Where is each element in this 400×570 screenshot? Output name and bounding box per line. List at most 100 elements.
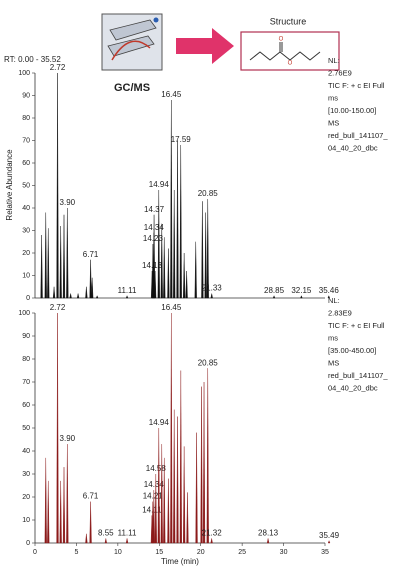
peak-label: 14.58 (146, 464, 167, 473)
peak (163, 237, 166, 299)
peak (204, 212, 207, 299)
peak (44, 457, 47, 544)
peak-label: 11.11 (118, 529, 137, 538)
peak (157, 189, 160, 299)
y-tick-label: 60 (22, 402, 30, 409)
peak-label: 14.21 (143, 492, 164, 501)
peak (66, 207, 69, 299)
peak (157, 427, 160, 544)
peak-label: 17.59 (171, 135, 192, 144)
x-tick-label: 30 (280, 549, 288, 556)
peak-label: 2.72 (50, 63, 66, 72)
peak (59, 225, 62, 299)
peak-label: 21.33 (202, 284, 223, 293)
y-tick-label: 100 (18, 310, 30, 317)
peak (210, 293, 213, 299)
peak (160, 444, 163, 544)
peak (179, 144, 182, 299)
peak (167, 478, 170, 544)
info-line: ms (328, 93, 338, 102)
info-line: 2.76E9 (328, 68, 352, 77)
peak-label: 28.13 (258, 529, 279, 538)
peak (69, 293, 72, 299)
peak (47, 480, 50, 544)
y-tick-label: 50 (22, 182, 30, 189)
x-tick-label: 0 (33, 549, 37, 556)
peak-label: 35.46 (319, 286, 340, 295)
info-line: ms (328, 333, 338, 342)
y-tick-label: 70 (22, 137, 30, 144)
instrument-icon (101, 13, 163, 71)
peak (206, 198, 209, 299)
peak (125, 295, 129, 299)
y-tick-label: 90 (22, 92, 30, 99)
peak (56, 72, 59, 299)
peak-label: 8.55 (98, 529, 114, 538)
info-line: 04_40_20_dbc (328, 143, 378, 152)
peak (272, 295, 276, 299)
y-tick-label: 30 (22, 471, 30, 478)
peak (152, 490, 155, 544)
peak (52, 286, 56, 299)
peak (154, 270, 157, 299)
peak-label: 21.32 (202, 529, 223, 538)
peak (206, 368, 209, 544)
peak (183, 252, 186, 299)
y-tick-label: 10 (22, 517, 30, 524)
y-tick-label: 40 (22, 205, 30, 212)
y-tick-label: 30 (22, 227, 30, 234)
info-line: NL: (328, 296, 340, 305)
peak-label: 14.37 (144, 205, 165, 214)
peak-label: 16.45 (161, 90, 182, 99)
x-axis-label: Time (min) (161, 557, 199, 566)
x-tick-label: 20 (197, 549, 205, 556)
y-tick-label: 80 (22, 356, 30, 363)
peak (40, 234, 43, 299)
peak-label: 6.71 (83, 492, 99, 501)
info-line: MS (328, 118, 339, 127)
svg-text:O: O (279, 37, 284, 43)
x-tick-label: 5 (74, 549, 78, 556)
peak (186, 492, 189, 544)
info-line: MS (328, 358, 339, 367)
y-tick-label: 70 (22, 379, 30, 386)
instrument-label: GC/MS (114, 82, 150, 94)
peak (95, 295, 99, 299)
peak (62, 467, 66, 544)
peak-label: 14.34 (144, 480, 165, 489)
peak (179, 370, 182, 544)
y-tick-label: 80 (22, 115, 30, 122)
peak-label: 14.94 (149, 418, 170, 427)
y-tick-label: 40 (22, 448, 30, 455)
peak-label: 3.90 (60, 198, 76, 207)
info-line: red_bull_141107_ (328, 371, 388, 380)
peak (327, 540, 331, 544)
y-tick-label: 0 (26, 540, 30, 547)
peak (202, 381, 206, 544)
peak (91, 277, 94, 299)
peak (104, 538, 107, 544)
peak (47, 228, 50, 299)
info-line: [35.00-450.00] (328, 346, 376, 355)
peak (200, 386, 203, 544)
peak (76, 293, 80, 299)
info-line: TIC F: + c EI Full (328, 81, 385, 90)
peak-label: 20.85 (198, 189, 219, 198)
peak (125, 538, 129, 544)
peak (173, 189, 176, 299)
peak (62, 214, 66, 299)
peak (154, 473, 157, 544)
peak-label: 35.49 (319, 531, 340, 540)
info-line: [10.00-150.00] (328, 106, 376, 115)
info-line: TIC F: + c EI Full (328, 321, 385, 330)
y-tick-label: 10 (22, 272, 30, 279)
info-line: red_bull_141107_ (328, 131, 388, 140)
peak-label: 14.94 (149, 180, 170, 189)
peak (266, 538, 270, 544)
y-tick-label: 20 (22, 250, 30, 257)
peak-label: 32.15 (291, 286, 312, 295)
peak (183, 446, 186, 544)
y-tick-label: 100 (18, 70, 30, 77)
peak (85, 533, 88, 544)
peak (56, 312, 59, 544)
